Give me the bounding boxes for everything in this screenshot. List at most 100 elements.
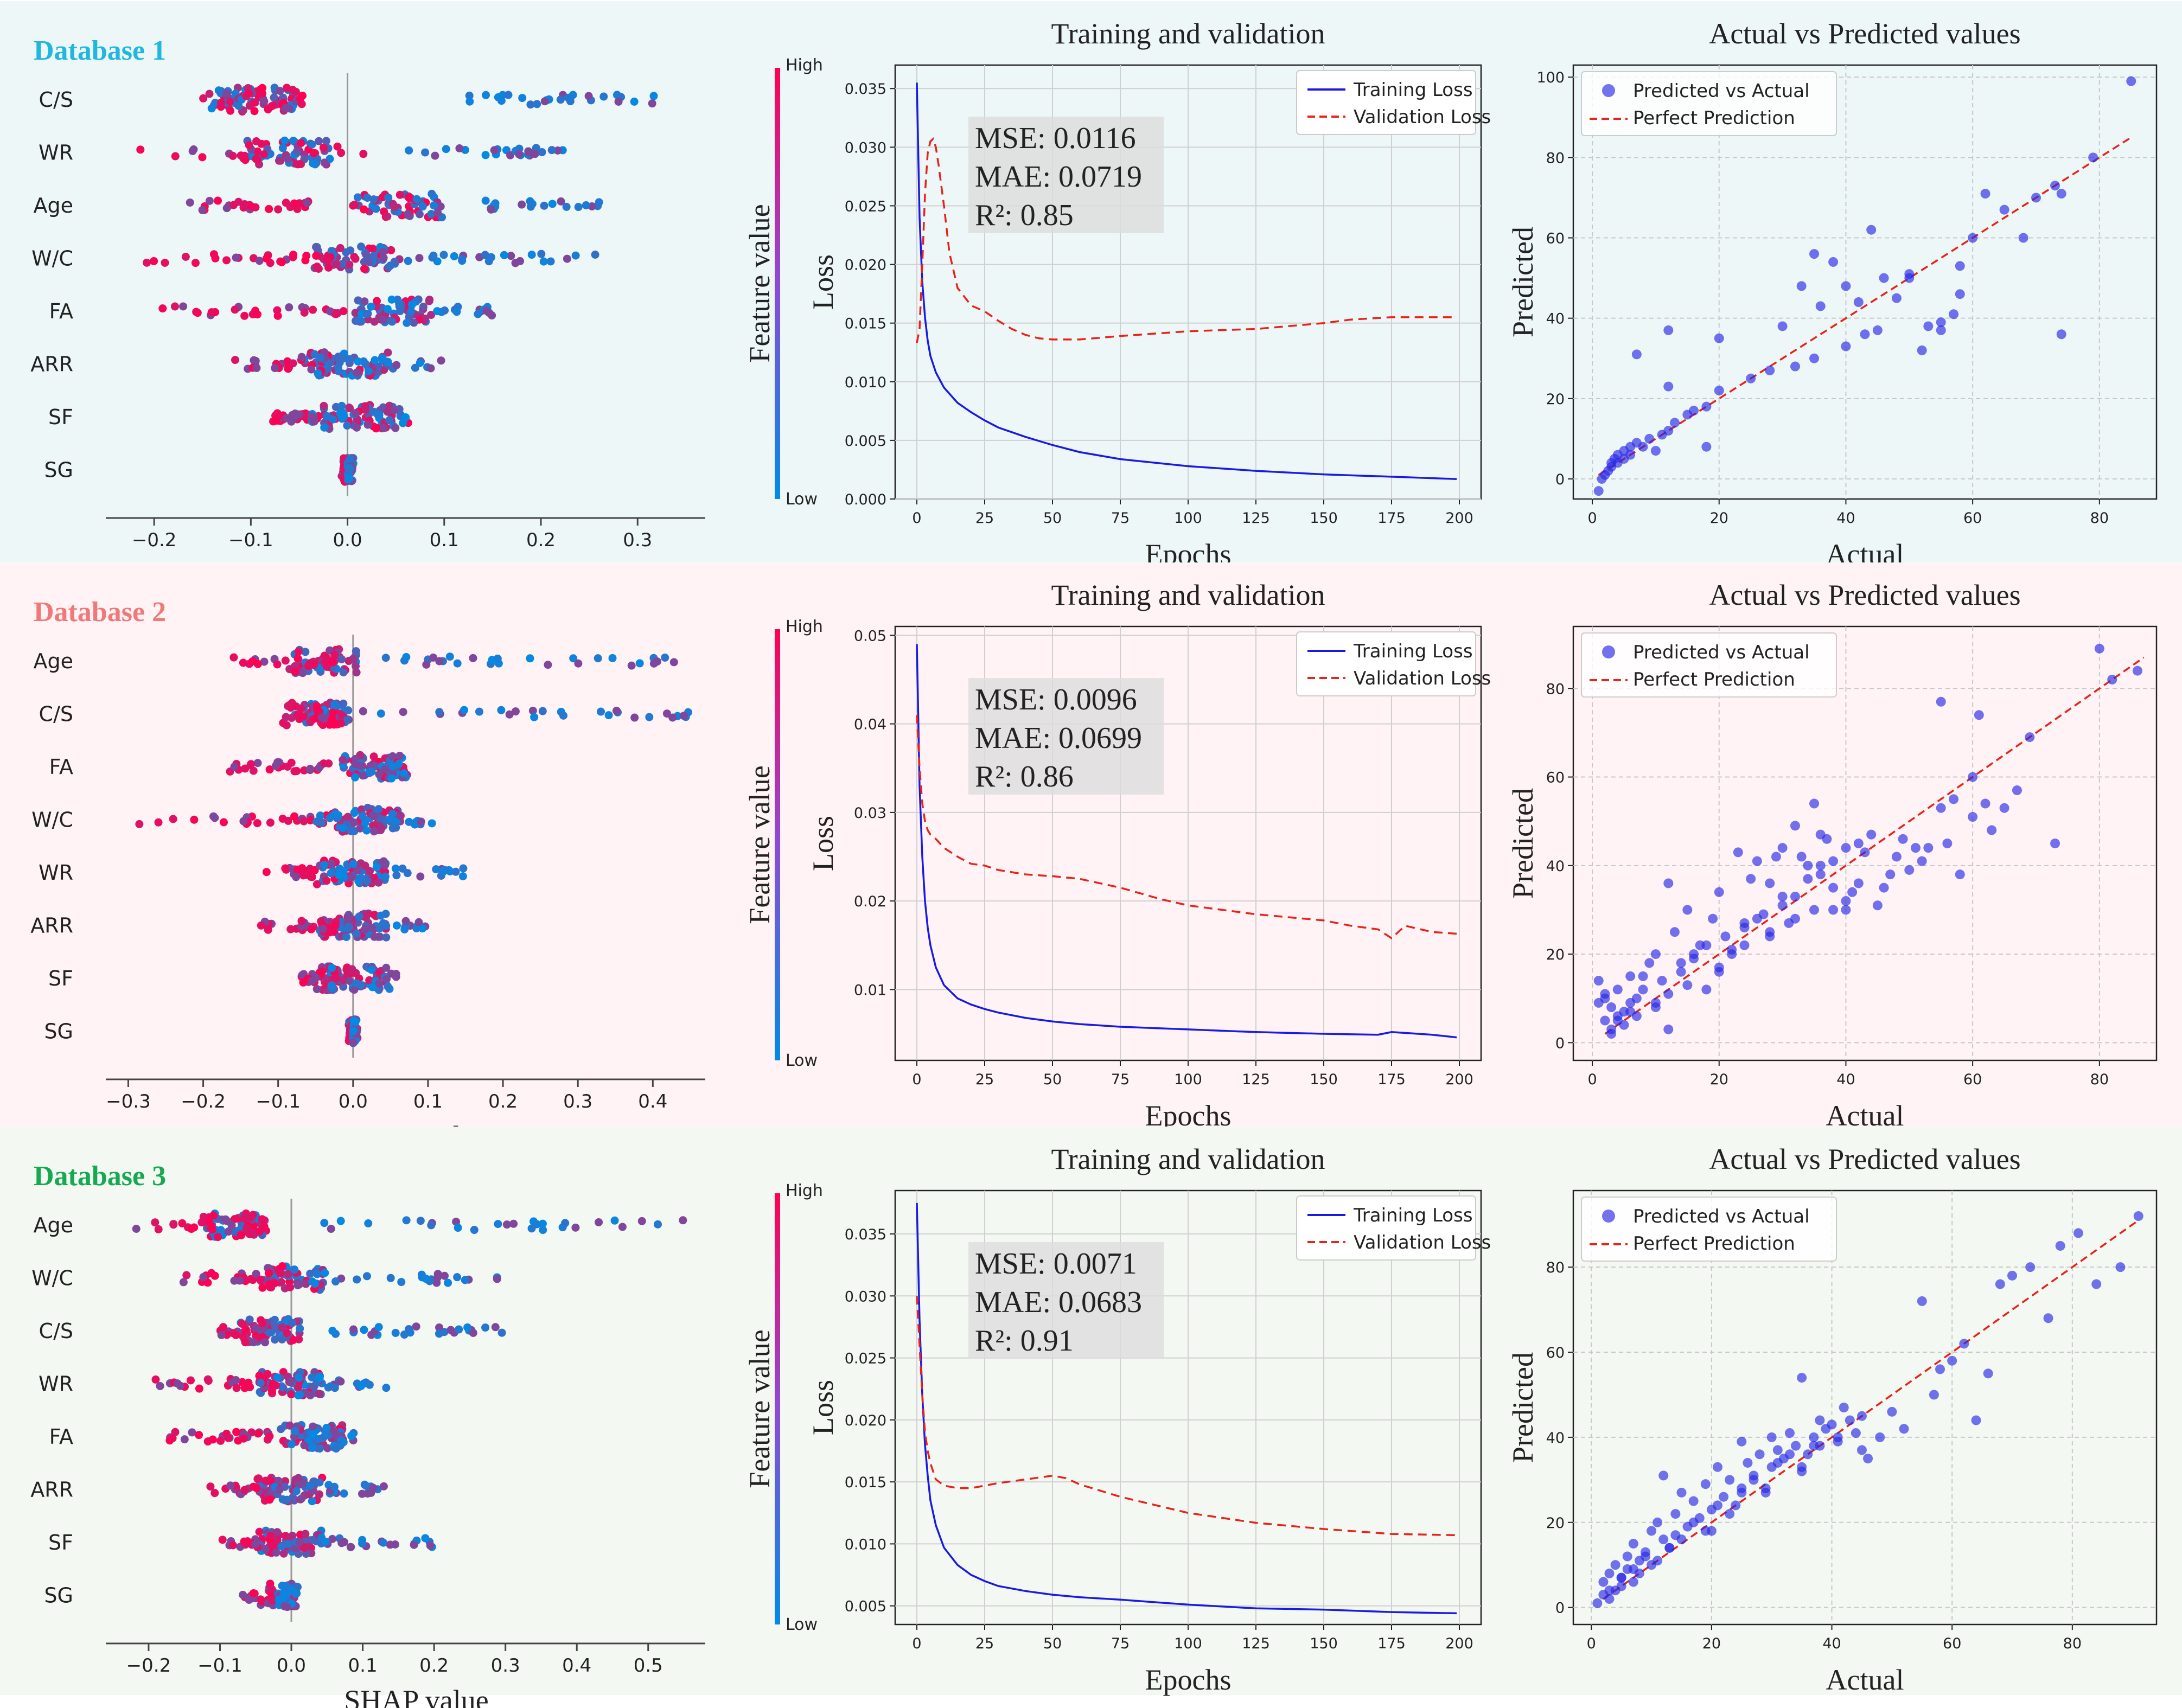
x-tick-label: 0.3 xyxy=(491,1655,520,1677)
shap-dot xyxy=(191,259,200,267)
shap-dot xyxy=(275,156,283,165)
shap-dot xyxy=(428,819,436,828)
shap-dot xyxy=(488,311,496,320)
data-point xyxy=(1622,1551,1632,1562)
shap-dot xyxy=(296,1390,304,1399)
metric-text: MSE: 0.0071 xyxy=(975,1247,1137,1281)
shap-dot xyxy=(362,826,371,835)
shap-dot xyxy=(199,1212,208,1221)
data-point xyxy=(1841,281,1851,291)
feature-row xyxy=(239,1579,302,1611)
shap-dot xyxy=(465,97,474,106)
x-tick-label: 75 xyxy=(1111,1071,1130,1088)
shap-dot xyxy=(442,145,450,153)
data-point xyxy=(1712,1500,1722,1511)
shap-dot xyxy=(339,307,348,316)
data-point xyxy=(1828,257,1839,267)
shap-dot xyxy=(594,654,602,663)
data-point xyxy=(2133,1211,2143,1221)
shap-dot xyxy=(240,200,249,209)
shap-dot xyxy=(439,867,448,876)
shap-dot xyxy=(330,1482,339,1491)
shap-dot xyxy=(216,1226,225,1234)
data-point xyxy=(1712,1462,1722,1472)
shap-dot xyxy=(346,977,354,986)
shap-dot xyxy=(367,767,376,776)
legend-training-label: Training Loss xyxy=(1353,79,1473,101)
shap-dot xyxy=(612,706,621,715)
shap-dot xyxy=(349,860,358,868)
shap-dot xyxy=(363,420,372,429)
shap-dot xyxy=(307,365,316,374)
shap-dot xyxy=(402,1216,411,1225)
x-tick-label: 175 xyxy=(1377,510,1406,527)
shap-dot xyxy=(610,1216,619,1225)
shap-dot xyxy=(349,1038,358,1047)
shap-dot xyxy=(277,258,286,266)
feature-label: SF xyxy=(48,1531,73,1555)
shap-dot xyxy=(262,254,271,263)
data-point xyxy=(1923,843,1934,853)
x-tick-label: 25 xyxy=(975,1635,994,1652)
shap-dot xyxy=(285,303,294,312)
shap-dot xyxy=(291,1544,300,1553)
data-point xyxy=(2050,839,2060,848)
shap-dot xyxy=(256,1275,265,1284)
shap-dot xyxy=(433,307,442,316)
shap-dot xyxy=(156,1381,164,1390)
data-point xyxy=(1999,204,2009,215)
data-point xyxy=(1860,329,1870,340)
data-point xyxy=(1638,984,1648,995)
shap-dot xyxy=(324,263,333,272)
shap-dot xyxy=(392,973,400,981)
shap-dot xyxy=(300,1441,309,1450)
shap-dot xyxy=(364,1219,373,1228)
shap-dot xyxy=(345,355,354,363)
shap-dot xyxy=(374,805,383,814)
shap-dot xyxy=(400,1330,409,1339)
feature-label: FA xyxy=(49,1425,73,1449)
training-loss-line xyxy=(916,1202,1457,1615)
shap-dot xyxy=(161,258,169,267)
shap-dot xyxy=(235,1276,244,1285)
legend-box xyxy=(1581,71,1837,136)
shap-dot xyxy=(481,251,489,259)
shap-dot xyxy=(571,251,580,260)
shap-dot xyxy=(319,143,328,152)
shap-dot xyxy=(273,1373,282,1382)
legend-box xyxy=(1581,1197,1837,1262)
chart-title: Training and validation xyxy=(1051,17,1325,50)
shap-dot xyxy=(410,318,418,327)
shap-dot xyxy=(412,195,421,203)
data-point xyxy=(1647,1526,1657,1536)
shap-dot xyxy=(308,1444,317,1453)
shap-dot xyxy=(374,1323,383,1332)
shap-dot xyxy=(347,827,355,835)
colorbar xyxy=(775,1193,780,1624)
feature-row xyxy=(186,189,603,222)
shap-dot xyxy=(246,1275,255,1283)
database-title: Database 3 xyxy=(34,1161,166,1192)
feature-label: WR xyxy=(39,861,73,885)
feature-label: SF xyxy=(48,405,73,429)
data-point xyxy=(1955,289,1965,299)
x-tick-label: 0 xyxy=(1587,510,1597,527)
shap-dot xyxy=(271,762,280,770)
shap-dot xyxy=(265,1432,274,1441)
shap-dot xyxy=(591,250,599,259)
shap-dot xyxy=(248,657,257,666)
shap-dot xyxy=(179,1278,188,1287)
shap-dot xyxy=(374,932,382,941)
shap-dot xyxy=(401,917,410,925)
legend-box xyxy=(1296,70,1476,135)
shap-dot xyxy=(291,668,299,676)
feature-label: ARR xyxy=(30,1477,73,1501)
data-point xyxy=(1606,1029,1617,1039)
shap-dot xyxy=(254,1429,263,1438)
data-point xyxy=(1701,442,1712,452)
shap-dot xyxy=(321,1269,329,1277)
data-point xyxy=(1929,1390,1939,1400)
data-point xyxy=(1828,882,1839,893)
shap-dot xyxy=(295,410,303,419)
y-axis-label: Predicted xyxy=(1507,1352,1539,1463)
